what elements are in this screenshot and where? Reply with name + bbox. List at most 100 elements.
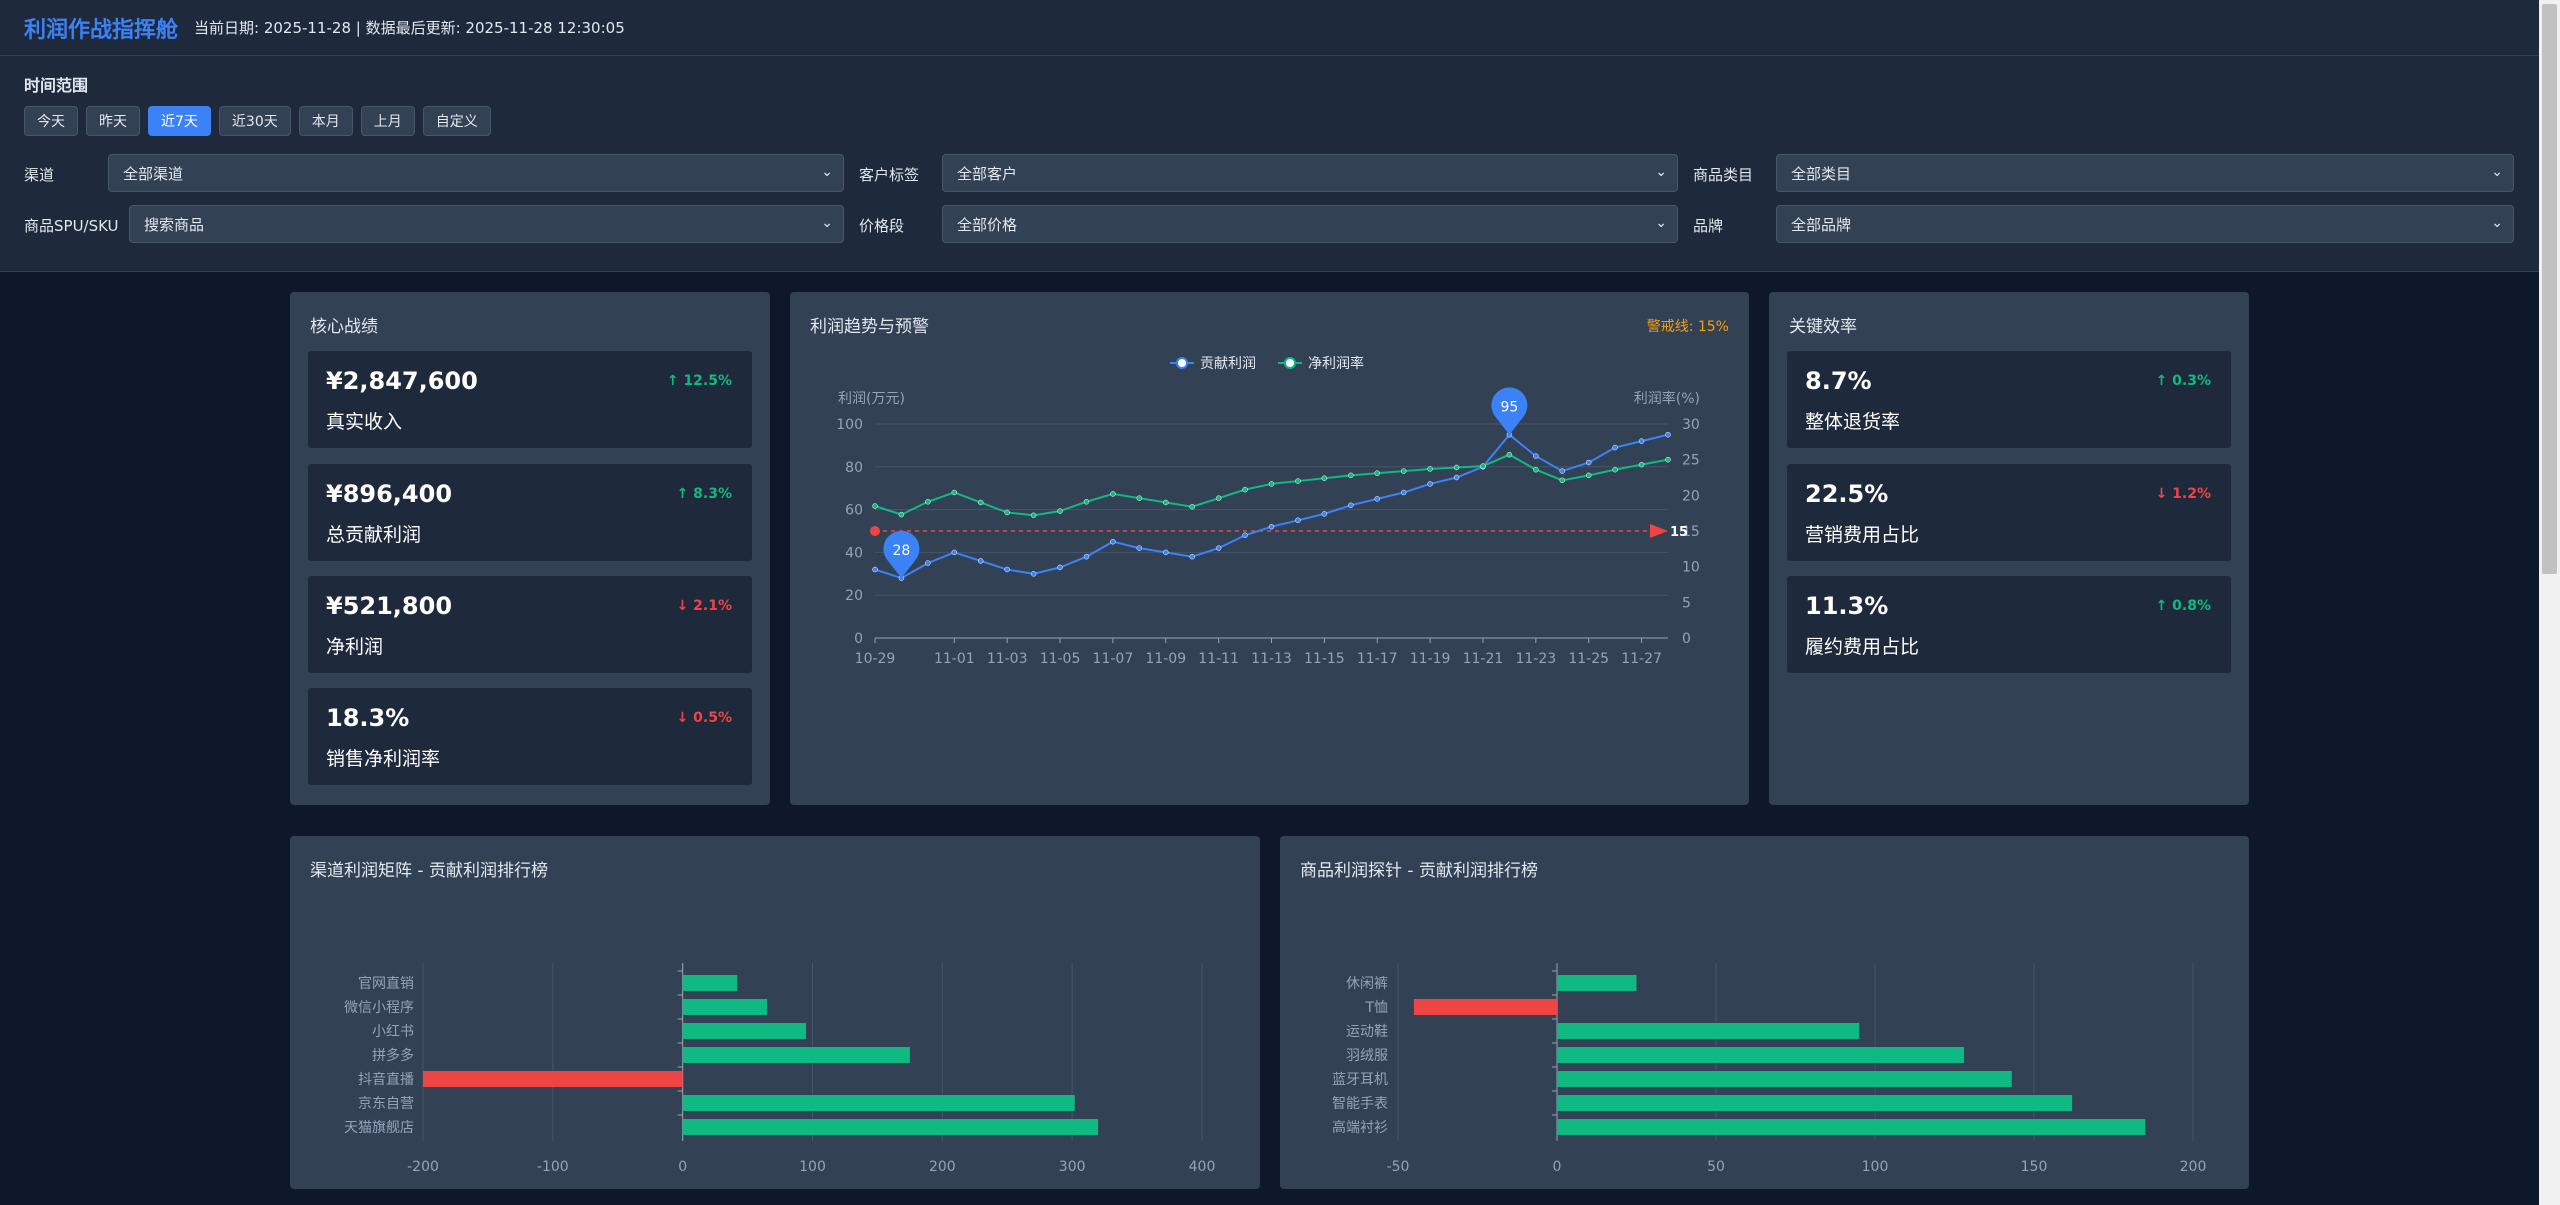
- kpi-label: 履约费用占比: [1805, 636, 1920, 658]
- data-point: [1057, 508, 1063, 514]
- marker-pin: [883, 530, 920, 579]
- price-range-select[interactable]: 全部价格 ⌄: [942, 205, 1678, 243]
- category-select[interactable]: 全部类目 ⌄: [1776, 154, 2514, 192]
- data-point: [1533, 453, 1539, 459]
- sku-select-value: 搜索商品: [144, 215, 205, 234]
- bar: [682, 975, 738, 991]
- time-range-buttons: 今天 昨天 近7天 近30天 本月 上月 自定义: [24, 106, 491, 136]
- time-btn-last7[interactable]: 近7天: [148, 106, 211, 136]
- channel-select[interactable]: 全部渠道 ⌄: [108, 154, 844, 192]
- data-point: [1612, 466, 1618, 473]
- customer-tag-select-value: 全部客户: [957, 164, 1018, 183]
- data-point: [1189, 553, 1195, 560]
- x-tick-label: 100: [799, 1159, 826, 1175]
- kpi-delta: ↑ 12.5%: [666, 373, 732, 389]
- customer-tag-select[interactable]: 全部客户 ⌄: [942, 154, 1678, 192]
- bar: [1557, 1119, 2146, 1135]
- kpi-delta: ↓ 1.2%: [2155, 486, 2211, 502]
- kpi-delta: ↓ 2.1%: [676, 598, 732, 614]
- bar: [682, 1023, 807, 1039]
- top-bar: 利润作战指挥舱 当前日期: 2025-11-28 | 数据最后更新: 2025-…: [0, 0, 2560, 56]
- category-label: 拼多多: [372, 1047, 414, 1064]
- bar: [1557, 1071, 2012, 1087]
- channel-label: 渠道: [24, 166, 55, 184]
- x-tick-label: 100: [1862, 1159, 1889, 1175]
- bar: [682, 1119, 1099, 1135]
- data-point: [1295, 517, 1301, 524]
- y2-tick-label: 5: [1682, 595, 1691, 611]
- brand-label: 品牌: [1693, 217, 1724, 235]
- efficiency-title: 关键效率: [1789, 317, 1857, 337]
- category-label: 羽绒服: [1346, 1048, 1388, 1064]
- category-label: 商品类目: [1693, 166, 1754, 184]
- x-tick-label: 11-11: [1198, 651, 1239, 667]
- data-point: [1348, 502, 1354, 509]
- category-select-value: 全部类目: [1791, 164, 1852, 183]
- filter-panel: 时间范围 今天 昨天 近7天 近30天 本月 上月 自定义 渠道 全部渠道 ⌄ …: [0, 56, 2560, 272]
- kpi-label: 净利润: [326, 636, 384, 658]
- y-axis-title: 利润(万元): [838, 391, 905, 407]
- channel-bar-chart[interactable]: -200 -100 0 100 200 300 400 官网直销微信小程序小红书拼多多抖音直播…: [290, 836, 1260, 1189]
- category-label: 小红书: [372, 1024, 414, 1040]
- y-tick-label: 0: [854, 631, 863, 647]
- kpi-marketing-ratio: 22.5% 营销费用占比 ↓ 1.2%: [1787, 464, 2231, 561]
- kpi-value: 11.3%: [1805, 592, 1889, 620]
- y2-tick-label: 20: [1682, 488, 1700, 504]
- scrollbar-thumb[interactable]: [2542, 4, 2557, 574]
- x-tick-label: 11-03: [987, 651, 1028, 667]
- data-point: [1400, 489, 1407, 496]
- data-point: [1110, 538, 1116, 545]
- data-point: [1083, 499, 1090, 505]
- time-btn-last-month[interactable]: 上月: [360, 106, 415, 136]
- data-point: [951, 549, 958, 556]
- data-point: [951, 489, 958, 496]
- data-point: [1215, 545, 1222, 551]
- kpi-fulfillment-ratio: 11.3% 履约费用占比 ↑ 0.8%: [1787, 576, 2231, 673]
- x-tick-label: 50: [1707, 1159, 1725, 1175]
- y-tick-label: 60: [845, 503, 863, 519]
- data-point: [1638, 461, 1645, 468]
- data-point: [1374, 496, 1380, 502]
- x-tick-label: 11-05: [1040, 651, 1081, 667]
- bar: [682, 1095, 1075, 1111]
- data-point: [1030, 571, 1037, 577]
- warning-line-label: 警戒线: 15%: [1646, 319, 1729, 335]
- kpi-return-rate: 8.7% 整体退货率 ↑ 0.3%: [1787, 351, 2231, 448]
- kpi-label: 真实收入: [326, 411, 403, 433]
- y-tick-label: 80: [845, 460, 863, 476]
- marker-label: 95: [1500, 400, 1518, 416]
- data-point: [1295, 478, 1301, 484]
- category-label: 微信小程序: [344, 1000, 414, 1016]
- time-btn-custom[interactable]: 自定义: [422, 106, 491, 136]
- core-kpi-title: 核心战绩: [310, 317, 378, 337]
- data-point: [1559, 468, 1566, 474]
- y2-tick-label: 15: [1682, 524, 1700, 540]
- time-btn-last30[interactable]: 近30天: [218, 106, 291, 136]
- kpi-label: 销售净利润率: [326, 748, 441, 770]
- kpi-label: 总贡献利润: [326, 524, 422, 546]
- x-tick-label: 150: [2021, 1159, 2048, 1175]
- kpi-label: 营销费用占比: [1805, 524, 1920, 546]
- sku-search-select[interactable]: 搜索商品 ⌄: [129, 205, 844, 243]
- data-point: [1374, 470, 1380, 476]
- x-tick-label: 11-15: [1304, 651, 1345, 667]
- kpi-net-profit: ¥521,800 净利润 ↓ 2.1%: [308, 576, 752, 673]
- time-btn-this-month[interactable]: 本月: [298, 106, 353, 136]
- y-tick-label: 20: [845, 588, 863, 604]
- x-tick-label: 400: [1189, 1159, 1216, 1175]
- bar: [682, 1047, 910, 1063]
- kpi-value: 8.7%: [1805, 367, 1872, 395]
- price-range-label: 价格段: [859, 217, 905, 235]
- data-point: [1585, 459, 1592, 466]
- bar: [1557, 1047, 1965, 1063]
- time-btn-today[interactable]: 今天: [24, 106, 78, 136]
- channel-select-value: 全部渠道: [123, 164, 184, 183]
- legend-marker: [1176, 357, 1188, 369]
- legend-label: 贡献利润: [1200, 356, 1256, 372]
- time-btn-yesterday[interactable]: 昨天: [86, 106, 140, 136]
- data-point: [1110, 491, 1116, 497]
- kpi-net-margin: 18.3% 销售净利润率 ↓ 0.5%: [308, 688, 752, 785]
- brand-select[interactable]: 全部品牌 ⌄: [1776, 205, 2514, 243]
